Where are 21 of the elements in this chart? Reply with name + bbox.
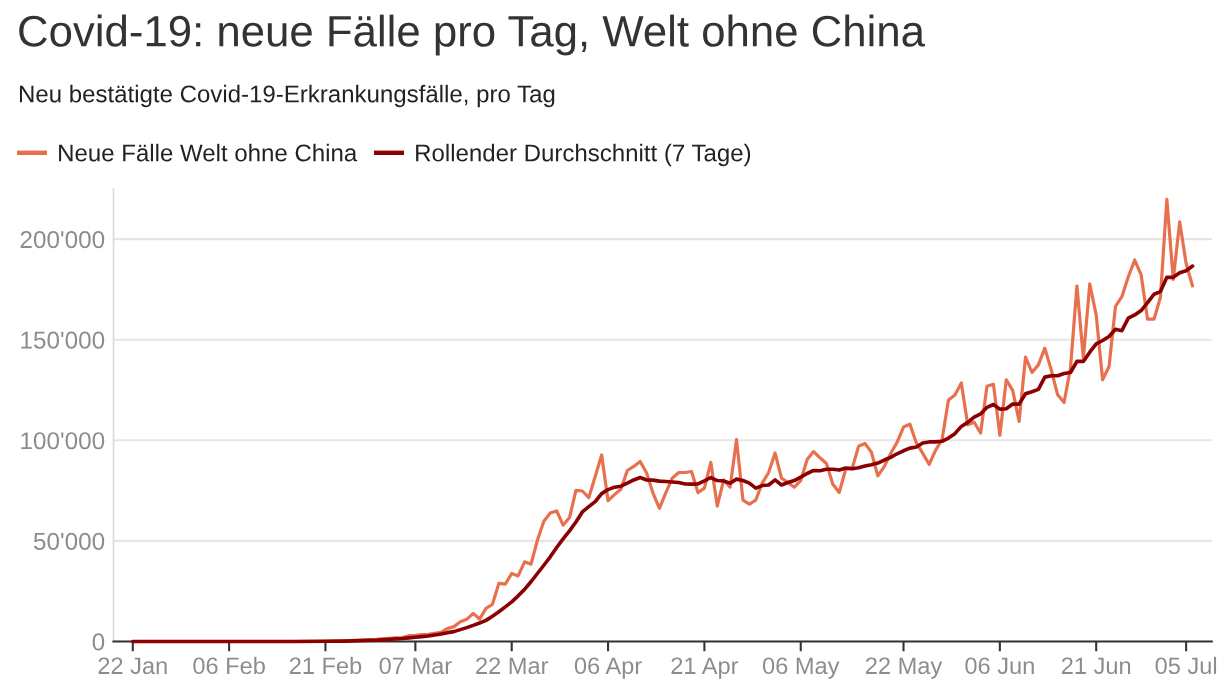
x-tick-label: 06 Apr	[574, 657, 642, 679]
y-tick-label: 50'000	[33, 532, 105, 550]
x-tick-label: 21 Jun	[1061, 657, 1131, 675]
x-tick-label: 06 May	[762, 657, 840, 679]
y-tick-label: 100'000	[21, 432, 105, 450]
legend-label: Rollender Durchschnitt (7 Tage)	[416, 143, 751, 167]
y-tick-label: 150'000	[21, 331, 105, 349]
x-tick-label: 06 Jun	[965, 657, 1034, 675]
x-tick-label: 05 Jul	[1155, 656, 1217, 675]
chart-subtitle: Neu bestätigte Covid-19-Erkrankungsfälle, pro Tag	[19, 84, 555, 108]
x-tick-label: 22 Mar	[476, 657, 549, 675]
y-tick-label: 200'000	[20, 230, 105, 249]
x-tick-label: 06 Feb	[193, 656, 265, 675]
x-tick-label: 22 May	[865, 657, 943, 679]
x-tick-label: 22 Jan	[98, 657, 167, 675]
x-tick-label: 07 Mar	[379, 657, 452, 675]
x-tick-label: 21 Apr	[671, 657, 739, 679]
chart-title: Covid-19: neue Fälle pro Tag, Welt ohne China	[19, 14, 925, 56]
y-tick-label: 0	[92, 633, 105, 651]
legend-label: Neue Fälle Welt ohne China	[59, 143, 358, 162]
x-tick-label: 21 Feb	[289, 656, 362, 675]
